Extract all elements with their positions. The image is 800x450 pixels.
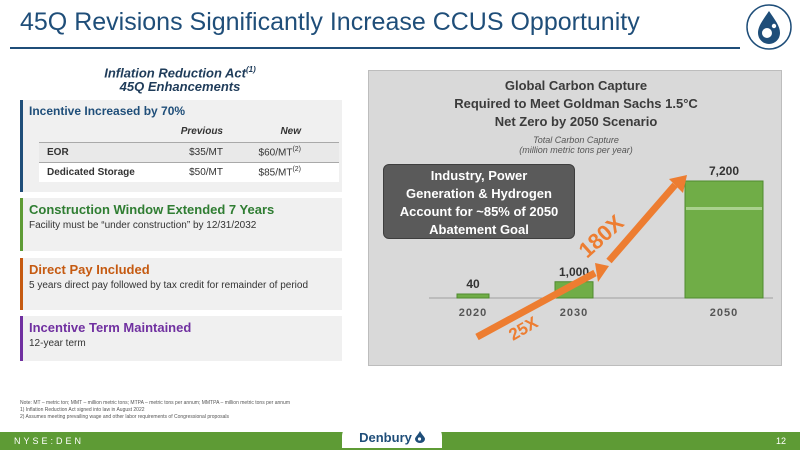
bar-2020 (456, 293, 490, 299)
incentive-title: Incentive Increased by 70% (29, 104, 186, 118)
category-label-2030: 2030 (560, 307, 588, 319)
chart-title-line: Global Carbon Capture (504, 78, 648, 93)
row-label: Dedicated Storage (47, 167, 135, 178)
value-label-2050: 7,200 (709, 164, 739, 178)
page-number: 12 (775, 436, 786, 446)
construction-title: Construction Window Extended 7 Years (29, 202, 275, 217)
construction-card: Construction Window Extended 7 Years Fac… (20, 198, 342, 251)
row-new-value: $60/MT (258, 147, 293, 159)
construction-body: Facility must be “under construction” by… (29, 220, 257, 231)
term-title: Incentive Term Maintained (29, 320, 192, 335)
value-label-2030: 1,000 (559, 265, 589, 279)
table-row: Dedicated Storage $50/MT $85/MT(2) (39, 162, 339, 182)
arrow-label-180x: 180X (574, 210, 629, 263)
row-new: $60/MT(2) (229, 146, 301, 158)
ira-heading-line2: 45Q Enhancements (119, 79, 241, 95)
row-label: EOR (47, 147, 69, 158)
brand-drop-icon (414, 431, 425, 443)
arrow-25x-shaft (475, 269, 597, 341)
direct-pay-title: Direct Pay Included (29, 262, 150, 277)
col-header-label (39, 126, 149, 142)
callout-line: Abatement Goal (429, 222, 529, 237)
row-previous: $35/MT (189, 147, 223, 158)
chart-subtitle-line: (million metric tons per year) (519, 145, 633, 155)
denbury-drop-logo-icon (746, 4, 792, 50)
term-card: Incentive Term Maintained 12-year term (20, 316, 342, 361)
category-label-2050: 2050 (710, 307, 738, 319)
term-body: 12-year term (29, 338, 86, 349)
footer-brand: Denbury (342, 426, 442, 448)
footnotes: Note: MT – metric ton; MMT – million met… (20, 400, 360, 421)
chart-subtitle: Total Carbon Capture (million metric ton… (369, 135, 783, 155)
chart-subtitle-line: Total Carbon Capture (533, 135, 619, 145)
row-new: $85/MT(2) (229, 166, 301, 178)
footnote-line: Note: MT – metric ton; MMT – million met… (20, 400, 290, 406)
category-label-2020: 2020 (459, 307, 487, 319)
carbon-capture-chart: Global Carbon Capture Required to Meet G… (368, 70, 782, 366)
row-footnote-ref: (2) (292, 166, 301, 174)
chart-callout: Industry, Power Generation & Hydrogen Ac… (383, 164, 575, 239)
arrow-180x-head (669, 175, 687, 193)
table-header: Previous New (39, 126, 339, 142)
callout-line: Generation & Hydrogen (406, 186, 552, 201)
table-row: EOR $35/MT $60/MT(2) (39, 142, 339, 162)
ira-footnote-ref: (1) (246, 65, 256, 74)
footnote-line: 1) Inflation Reduction Act signed into l… (20, 407, 145, 413)
callout-line: Account for ~85% of 2050 (399, 204, 559, 219)
incentive-card: Incentive Increased by 70% Previous New … (20, 100, 342, 192)
footnote-line: 2) Assumes meeting prevailing wage and o… (20, 414, 230, 420)
row-footnote-ref: (2) (292, 146, 301, 154)
bar-2050 (684, 180, 764, 299)
col-header-previous: Previous (180, 126, 223, 137)
value-label-2020: 40 (466, 277, 480, 291)
callout-line: Industry, Power (430, 168, 528, 183)
title-rule (10, 47, 740, 49)
ira-heading-line1: Inflation Reduction Act (104, 65, 246, 81)
page-title: 45Q Revisions Significantly Increase CCU… (20, 8, 640, 36)
chart-title-line: Required to Meet Goldman Sachs 1.5°C (454, 96, 698, 111)
incentive-table: Previous New EOR $35/MT $60/MT(2) Dedica… (39, 126, 339, 182)
col-header-new: New (280, 126, 301, 137)
arrow-180x-shaft (606, 182, 678, 264)
chart-title: Global Carbon Capture Required to Meet G… (369, 77, 783, 131)
row-new-value: $85/MT (258, 167, 293, 179)
row-previous: $50/MT (189, 167, 223, 178)
arrow-25x-head (595, 263, 609, 282)
ira-heading: Inflation Reduction Act(1) 45Q Enhanceme… (30, 63, 330, 94)
bar-2050-highlight (686, 207, 762, 210)
direct-pay-card: Direct Pay Included 5 years direct pay f… (20, 258, 342, 310)
ticker-symbol: NYSE:DEN (14, 436, 85, 446)
direct-pay-body: 5 years direct pay followed by tax credi… (29, 280, 309, 291)
brand-name: Denbury (359, 429, 412, 445)
chart-title-line: Net Zero by 2050 Scenario (494, 114, 658, 129)
